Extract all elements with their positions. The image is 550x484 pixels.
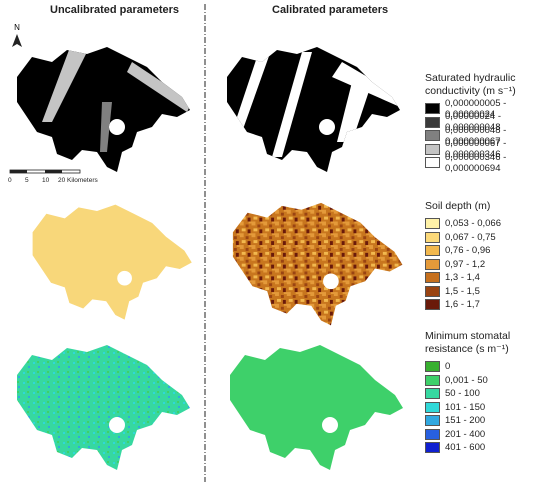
legend-title: Minimum stomatal resistance (s m⁻¹) — [425, 330, 511, 355]
legend-label: 0,000000067 - 0,000000346 — [445, 138, 507, 161]
legend-label: 0,76 - 0,96 — [445, 245, 491, 257]
legend-item: 0,000000346 - 0,000000694 — [425, 152, 550, 174]
legend-label: 50 - 100 — [445, 388, 480, 400]
legend-item: 0,97 - 1,2 — [425, 258, 550, 272]
legend-item: 0,76 - 0,96 — [425, 244, 550, 258]
legend-swatch — [425, 361, 440, 373]
north-label: N — [14, 23, 20, 32]
legend-item: 1,6 - 1,7 — [425, 298, 550, 312]
map-soil-cal — [232, 202, 403, 326]
map-stomatal-uncal — [17, 345, 190, 470]
legend-label: 0,000000048 - 0,000000067 — [445, 124, 507, 147]
legend-label: 0,000000346 - 0,000000694 — [445, 151, 507, 174]
legend-label: 151 - 200 — [445, 415, 486, 427]
legend-item: 1,5 - 1,5 — [425, 285, 550, 299]
maps: N — [9, 4, 403, 482]
scale-bar — [9, 169, 81, 174]
legend-label: 1,6 - 1,7 — [445, 299, 480, 311]
scale-label: 10 — [42, 177, 50, 184]
legend-label: 0 — [445, 361, 451, 373]
legend-item: 1,3 - 1,4 — [425, 271, 550, 285]
legend-label: 0,053 - 0,066 — [445, 218, 501, 230]
north-arrow — [12, 34, 22, 47]
legend-label: 1,3 - 1,4 — [445, 272, 480, 284]
legend-item: 401 - 600 — [425, 441, 550, 455]
legend-label: 0,97 - 1,2 — [445, 258, 486, 270]
legend-swatch — [425, 157, 440, 169]
scale-label: 0 — [8, 177, 12, 184]
legend-swatch — [425, 130, 440, 142]
legend-swatch — [425, 428, 440, 440]
legend-swatch — [425, 258, 440, 270]
header-calibrated: Calibrated parameters — [272, 4, 389, 16]
map-conductivity-uncal — [17, 47, 190, 172]
map-conductivity-cal — [227, 47, 400, 172]
legend-item: 0,001 - 50 — [425, 374, 550, 388]
scale-label: 5 — [25, 177, 29, 184]
legend-label: 0,000000005 - 0,00000024 — [445, 97, 507, 120]
legend-label: 401 - 600 — [445, 442, 486, 454]
legend-item: 0,000000048 - 0,000000067 — [425, 125, 550, 147]
legend-label: 0,001 - 50 — [445, 374, 488, 386]
header-uncalibrated: Uncalibrated parameters — [50, 4, 179, 16]
scale-label: 20 Kilometers — [58, 177, 98, 184]
legend-item: 0,00000024 - 0,000000048 — [425, 111, 550, 133]
legend-swatch — [425, 285, 440, 297]
legend-item: 0,000000005 - 0,00000024 — [425, 98, 550, 120]
legend: Minimum stomatal resistance (s m⁻¹) 0 0,00… — [425, 330, 550, 455]
legend-swatch — [425, 231, 440, 243]
legend-item: 0,000000067 - 0,000000346 — [425, 138, 550, 160]
legend-item: 0,067 - 0,75 — [425, 231, 550, 245]
legend-swatch — [425, 374, 440, 386]
legend-swatch — [425, 218, 440, 230]
legend-item: 151 - 200 — [425, 414, 550, 428]
legend: Soil depth (m) 0,053 - 0,066 0,067 - 0,75 0… — [425, 200, 550, 312]
legend-swatch — [425, 388, 440, 400]
map-stomatal-cal — [230, 345, 403, 470]
legend-item: 201 - 400 — [425, 428, 550, 442]
legend-swatch — [425, 103, 440, 115]
legend-swatch — [425, 415, 440, 427]
legend-item: 0 — [425, 360, 550, 374]
legend-label: 0,00000024 - 0,000000048 — [445, 111, 501, 134]
legend-swatch — [425, 442, 440, 454]
legend-swatch — [425, 245, 440, 257]
legend-swatch — [425, 401, 440, 413]
legend-label: 201 - 400 — [445, 428, 486, 440]
legend-swatch — [425, 116, 440, 128]
legend-label: 101 - 150 — [445, 401, 486, 413]
legend-swatch — [425, 143, 440, 155]
legend-item: 50 - 100 — [425, 387, 550, 401]
legend-swatch — [425, 272, 440, 284]
legend-label: 1,5 - 1,5 — [445, 285, 480, 297]
map-soil-uncal — [32, 204, 192, 320]
legend: Saturated hydraulic conductivity (m s⁻¹)… — [425, 72, 550, 174]
legend-title: Soil depth (m) — [425, 200, 491, 212]
legend-item: 0,053 - 0,066 — [425, 217, 550, 231]
legend-item: 101 - 150 — [425, 401, 550, 415]
legend-label: 0,067 - 0,75 — [445, 231, 496, 243]
legend-swatch — [425, 299, 440, 311]
legend-title: Saturated hydraulic conductivity (m s⁻¹) — [425, 72, 516, 97]
